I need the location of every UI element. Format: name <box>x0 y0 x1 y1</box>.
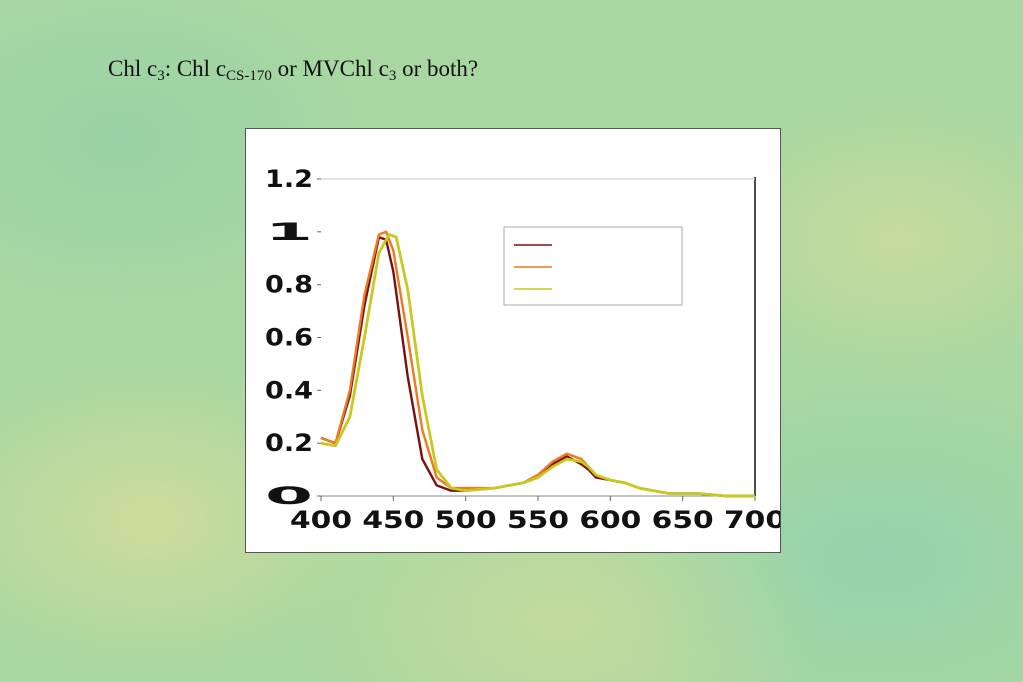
absorbance-chart: 0 0.2 0.4 0.6 0.8 1 1.2 400 450 500 550 600 650 700 <box>265 165 780 534</box>
title-sub-1: 3 <box>157 68 165 84</box>
legend-box <box>503 226 683 306</box>
y-tick-label: 0.8 <box>265 271 313 299</box>
y-tick-label: 0.6 <box>265 324 313 352</box>
title-text-1: Chl c <box>108 56 158 81</box>
x-tick-label: 550 <box>507 506 569 534</box>
title-sub-2: CS-170 <box>226 68 272 84</box>
series-line-3 <box>320 233 755 498</box>
title-text-2: : Chl c <box>164 56 227 81</box>
x-tick-label: 400 <box>290 506 352 534</box>
title-text-3: or MVChl c <box>271 56 389 81</box>
x-tick-label: 650 <box>652 506 714 534</box>
chart-panel: 0 0.2 0.4 0.6 0.8 1 1.2 400 450 500 550 600 650 700 <box>245 128 781 553</box>
y-tick-label: 0 <box>265 482 313 510</box>
y-tick-label: 0.4 <box>265 376 313 404</box>
chart-axes: 0 0.2 0.4 0.6 0.8 1 1.2 400 450 500 550 600 650 700 <box>265 165 780 534</box>
chart-series <box>320 230 755 498</box>
x-tick-label: 700 <box>724 506 780 534</box>
y-tick-label: 1.2 <box>265 165 313 193</box>
x-tick-label: 500 <box>435 506 497 534</box>
title-sub-3: 3 <box>388 68 397 84</box>
y-tick-label: 0.2 <box>265 429 313 457</box>
title-text-4: or both? <box>396 56 479 81</box>
x-tick-label: 450 <box>362 506 424 534</box>
y-tick-label: 1 <box>265 218 313 246</box>
x-tick-label: 600 <box>579 506 641 534</box>
chart-legend <box>503 226 683 306</box>
slide-title: Chl c3: Chl cCS-170 or MVChl c3 or both? <box>108 56 478 85</box>
